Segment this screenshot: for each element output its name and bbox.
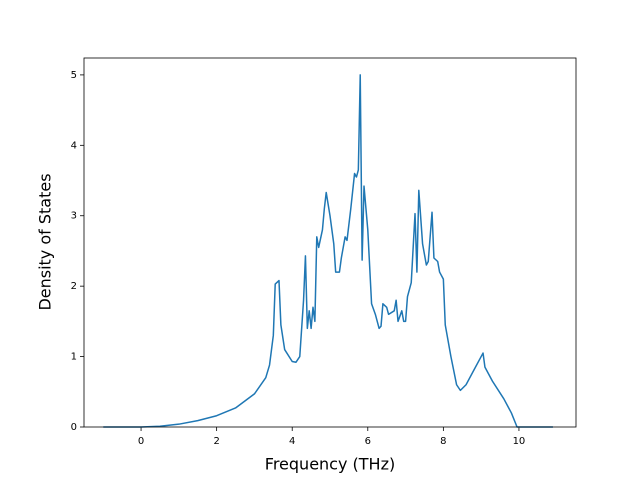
y-axis-label: Density of States	[36, 173, 55, 310]
x-tick-label: 4	[289, 436, 295, 447]
dos-line	[103, 74, 553, 428]
x-tick-label: 0	[138, 436, 144, 447]
plot-frame	[83, 57, 577, 428]
y-tick-label: 2	[71, 281, 77, 292]
x-axis-label: Frequency (THz)	[265, 455, 395, 474]
y-tick-label: 1	[71, 352, 77, 363]
x-tick-label: 10	[513, 436, 526, 447]
x-tick-label: 8	[440, 436, 446, 447]
y-tick-label: 3	[71, 211, 77, 222]
y-tick-label: 0	[71, 422, 77, 433]
y-tick-label: 4	[71, 140, 77, 151]
x-tick-label: 2	[213, 436, 219, 447]
x-tick-label: 6	[365, 436, 371, 447]
y-tick-label: 5	[71, 70, 77, 81]
